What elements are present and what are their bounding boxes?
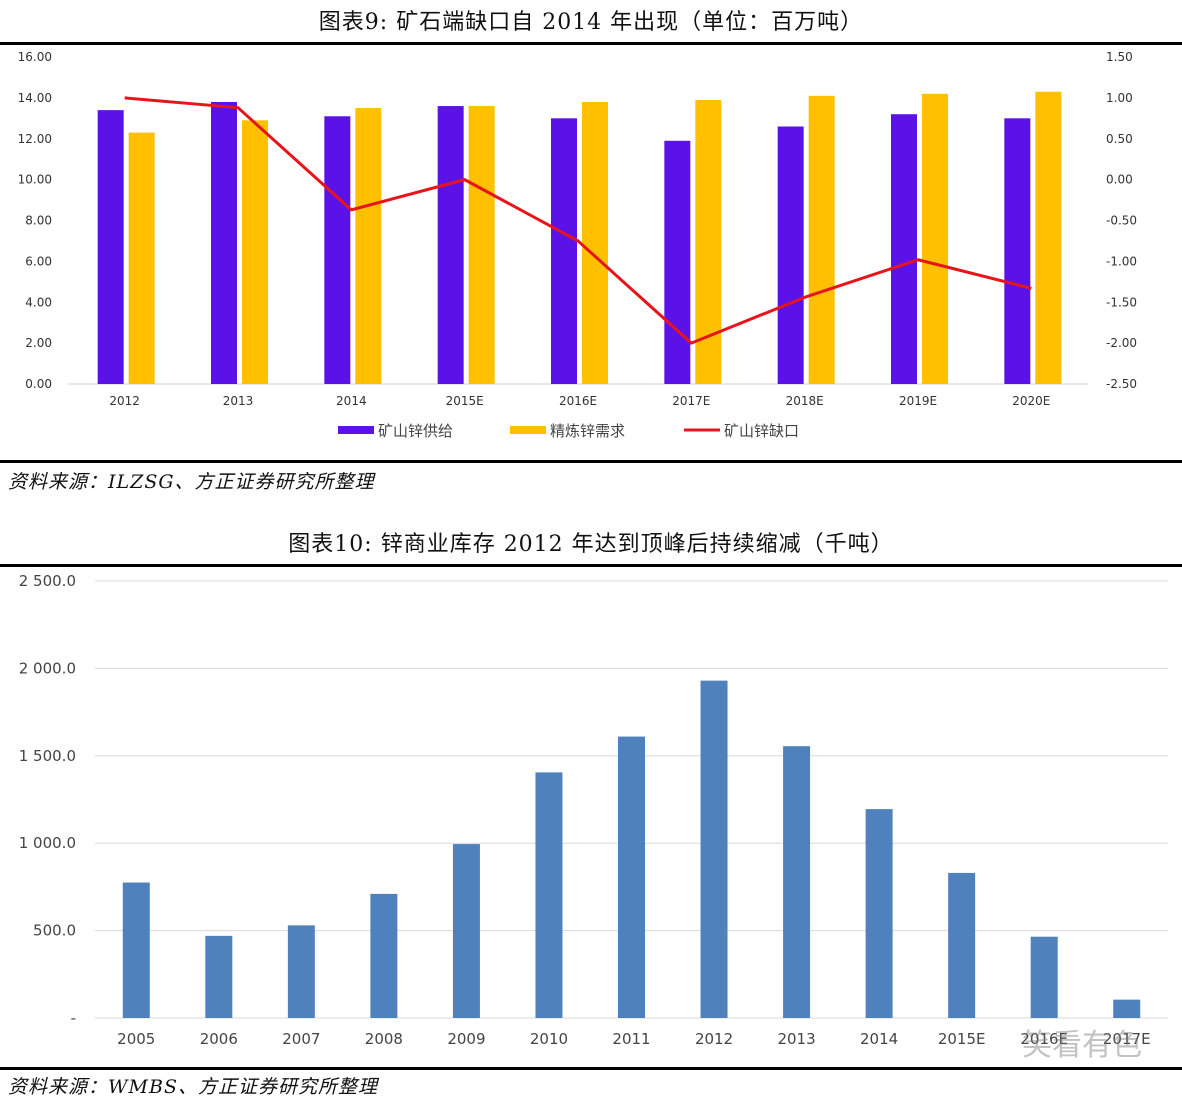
right-axis-tick-label: -2.00 [1106, 336, 1137, 350]
right-axis-tick-label: 0.50 [1106, 132, 1133, 146]
bar-inventory [370, 893, 398, 1018]
figure-9-bottom-rule [0, 460, 1182, 463]
right-axis-tick-label: -1.50 [1106, 295, 1137, 309]
right-axis-tick-label: 0.00 [1106, 173, 1133, 187]
bar-mine-supply [664, 140, 691, 384]
x-axis-tick-label: 2016E [559, 394, 597, 408]
x-axis-tick-label: 2013 [777, 1030, 815, 1048]
bar-mine-supply [437, 106, 464, 385]
x-axis-tick-label: 2014 [860, 1030, 898, 1048]
right-axis-tick-label: -2.50 [1106, 377, 1137, 391]
figure-10-bottom-rule [0, 1067, 1182, 1070]
x-axis-tick-label: 2011 [612, 1030, 650, 1048]
x-axis-tick-label: 2020E [1012, 394, 1050, 408]
x-axis-tick-label: 2016E [1020, 1030, 1068, 1048]
bar-inventory [618, 736, 645, 1018]
bar-mine-supply [324, 116, 351, 385]
bar-inventory [452, 844, 480, 1018]
figure-10-title: 图表10: 锌商业库存 2012 年达到顶峰后持续缩减（千吨） [288, 532, 894, 557]
x-axis-tick-label: 2017E [1103, 1030, 1151, 1048]
right-axis-tick-label: -0.50 [1106, 214, 1137, 228]
bar-refined-demand [582, 101, 608, 385]
legend-refined-demand-swatch [510, 426, 546, 434]
x-axis-tick-label: 2015E [446, 394, 484, 408]
figure-9-top-rule [0, 42, 1182, 45]
left-axis-tick-label: 12.00 [18, 132, 52, 146]
x-axis-tick-label: 2012 [695, 1030, 733, 1048]
x-axis-tick-label: 2017E [672, 394, 710, 408]
bar-inventory [783, 746, 811, 1018]
bar-inventory [122, 882, 150, 1018]
y-axis-tick-label: 500.0 [33, 922, 76, 940]
bar-refined-demand [808, 95, 835, 385]
y-axis-tick-label: 2 000.0 [19, 659, 76, 677]
bar-inventory [1030, 936, 1058, 1018]
bar-inventory [948, 872, 976, 1018]
legend-mine-supply-label: 矿山锌供给 [378, 422, 453, 440]
right-axis-tick-label: 1.00 [1106, 91, 1133, 105]
bar-mine-supply [551, 118, 577, 384]
bar-mine-supply [1004, 118, 1031, 384]
y-axis-tick-label: 2 500.0 [19, 572, 76, 590]
bar-inventory [1113, 999, 1141, 1018]
bar-mine-supply [97, 110, 124, 384]
y-axis-tick-label: - [71, 1009, 76, 1027]
left-axis-tick-label: 14.00 [18, 91, 52, 105]
right-axis-tick-label: 1.50 [1106, 50, 1133, 64]
left-axis-tick-label: 6.00 [25, 254, 52, 268]
bar-mine-supply [891, 114, 917, 384]
figure-9-title: 图表9: 矿石端缺口自 2014 年出现（单位：百万吨） [318, 10, 864, 35]
bar-refined-demand [242, 120, 268, 384]
bar-refined-demand [1035, 91, 1062, 385]
x-axis-tick-label: 2015E [938, 1030, 986, 1048]
x-axis-tick-label: 2007 [282, 1030, 320, 1048]
chart-ore-gap: 0.00 2.00 4.00 6.00 8.00 10.00 12.00 14.00 16.00… [18, 50, 1137, 440]
legend-mine-supply-swatch [338, 426, 374, 434]
left-axis-tick-label: 8.00 [25, 214, 52, 228]
x-axis-tick-label: 2006 [200, 1030, 238, 1048]
left-axis-tick-label: 16.00 [18, 50, 52, 64]
y-axis-tick-label: 1 000.0 [19, 834, 76, 852]
left-axis-tick-label: 0.00 [25, 377, 52, 391]
bar-refined-demand [128, 132, 155, 384]
bar-inventory [865, 809, 893, 1018]
bar-inventory [287, 925, 315, 1018]
x-axis-tick-label: 2019E [899, 394, 937, 408]
figure-10-source: 资料来源：WMBS、方正证券研究所整理 [8, 1076, 378, 1098]
x-axis-tick-label: 2010 [530, 1030, 568, 1048]
bar-refined-demand [355, 108, 382, 384]
bar-refined-demand [468, 106, 495, 385]
figure-10-top-rule [0, 564, 1182, 567]
y-axis-tick-label: 1 500.0 [19, 747, 76, 765]
bar-mine-supply [211, 101, 237, 385]
bar-inventory [700, 680, 728, 1018]
bar-mine-supply [777, 126, 804, 385]
legend-mine-gap-label: 矿山锌缺口 [724, 422, 799, 440]
legend-refined-demand-label: 精炼锌需求 [550, 422, 625, 440]
left-axis-tick-label: 4.00 [25, 295, 52, 309]
bar-refined-demand [922, 93, 948, 384]
x-axis-tick-label: 2009 [447, 1030, 485, 1048]
x-axis-tick-label: 2013 [223, 394, 254, 408]
x-axis-tick-label: 2008 [365, 1030, 403, 1048]
left-axis-tick-label: 2.00 [25, 336, 52, 350]
chart-zinc-inventory: - 500.0 1 000.0 1 500.0 2 000.0 2 500.0 2005 20… [19, 572, 1168, 1048]
x-axis-tick-label: 2014 [336, 394, 367, 408]
x-axis-tick-label: 2005 [117, 1030, 155, 1048]
figure-9-source: 资料来源：ILZSG、方正证券研究所整理 [8, 471, 375, 493]
line-mine-gap [124, 96, 1032, 345]
left-axis-tick-label: 10.00 [18, 173, 52, 187]
x-axis-tick-label: 2012 [109, 394, 140, 408]
watermark-text: 笑看有色 [1022, 1028, 1142, 1063]
bar-inventory [205, 935, 233, 1018]
x-axis-tick-label: 2018E [786, 394, 824, 408]
right-axis-tick-label: -1.00 [1106, 254, 1137, 268]
bar-inventory [535, 772, 563, 1018]
